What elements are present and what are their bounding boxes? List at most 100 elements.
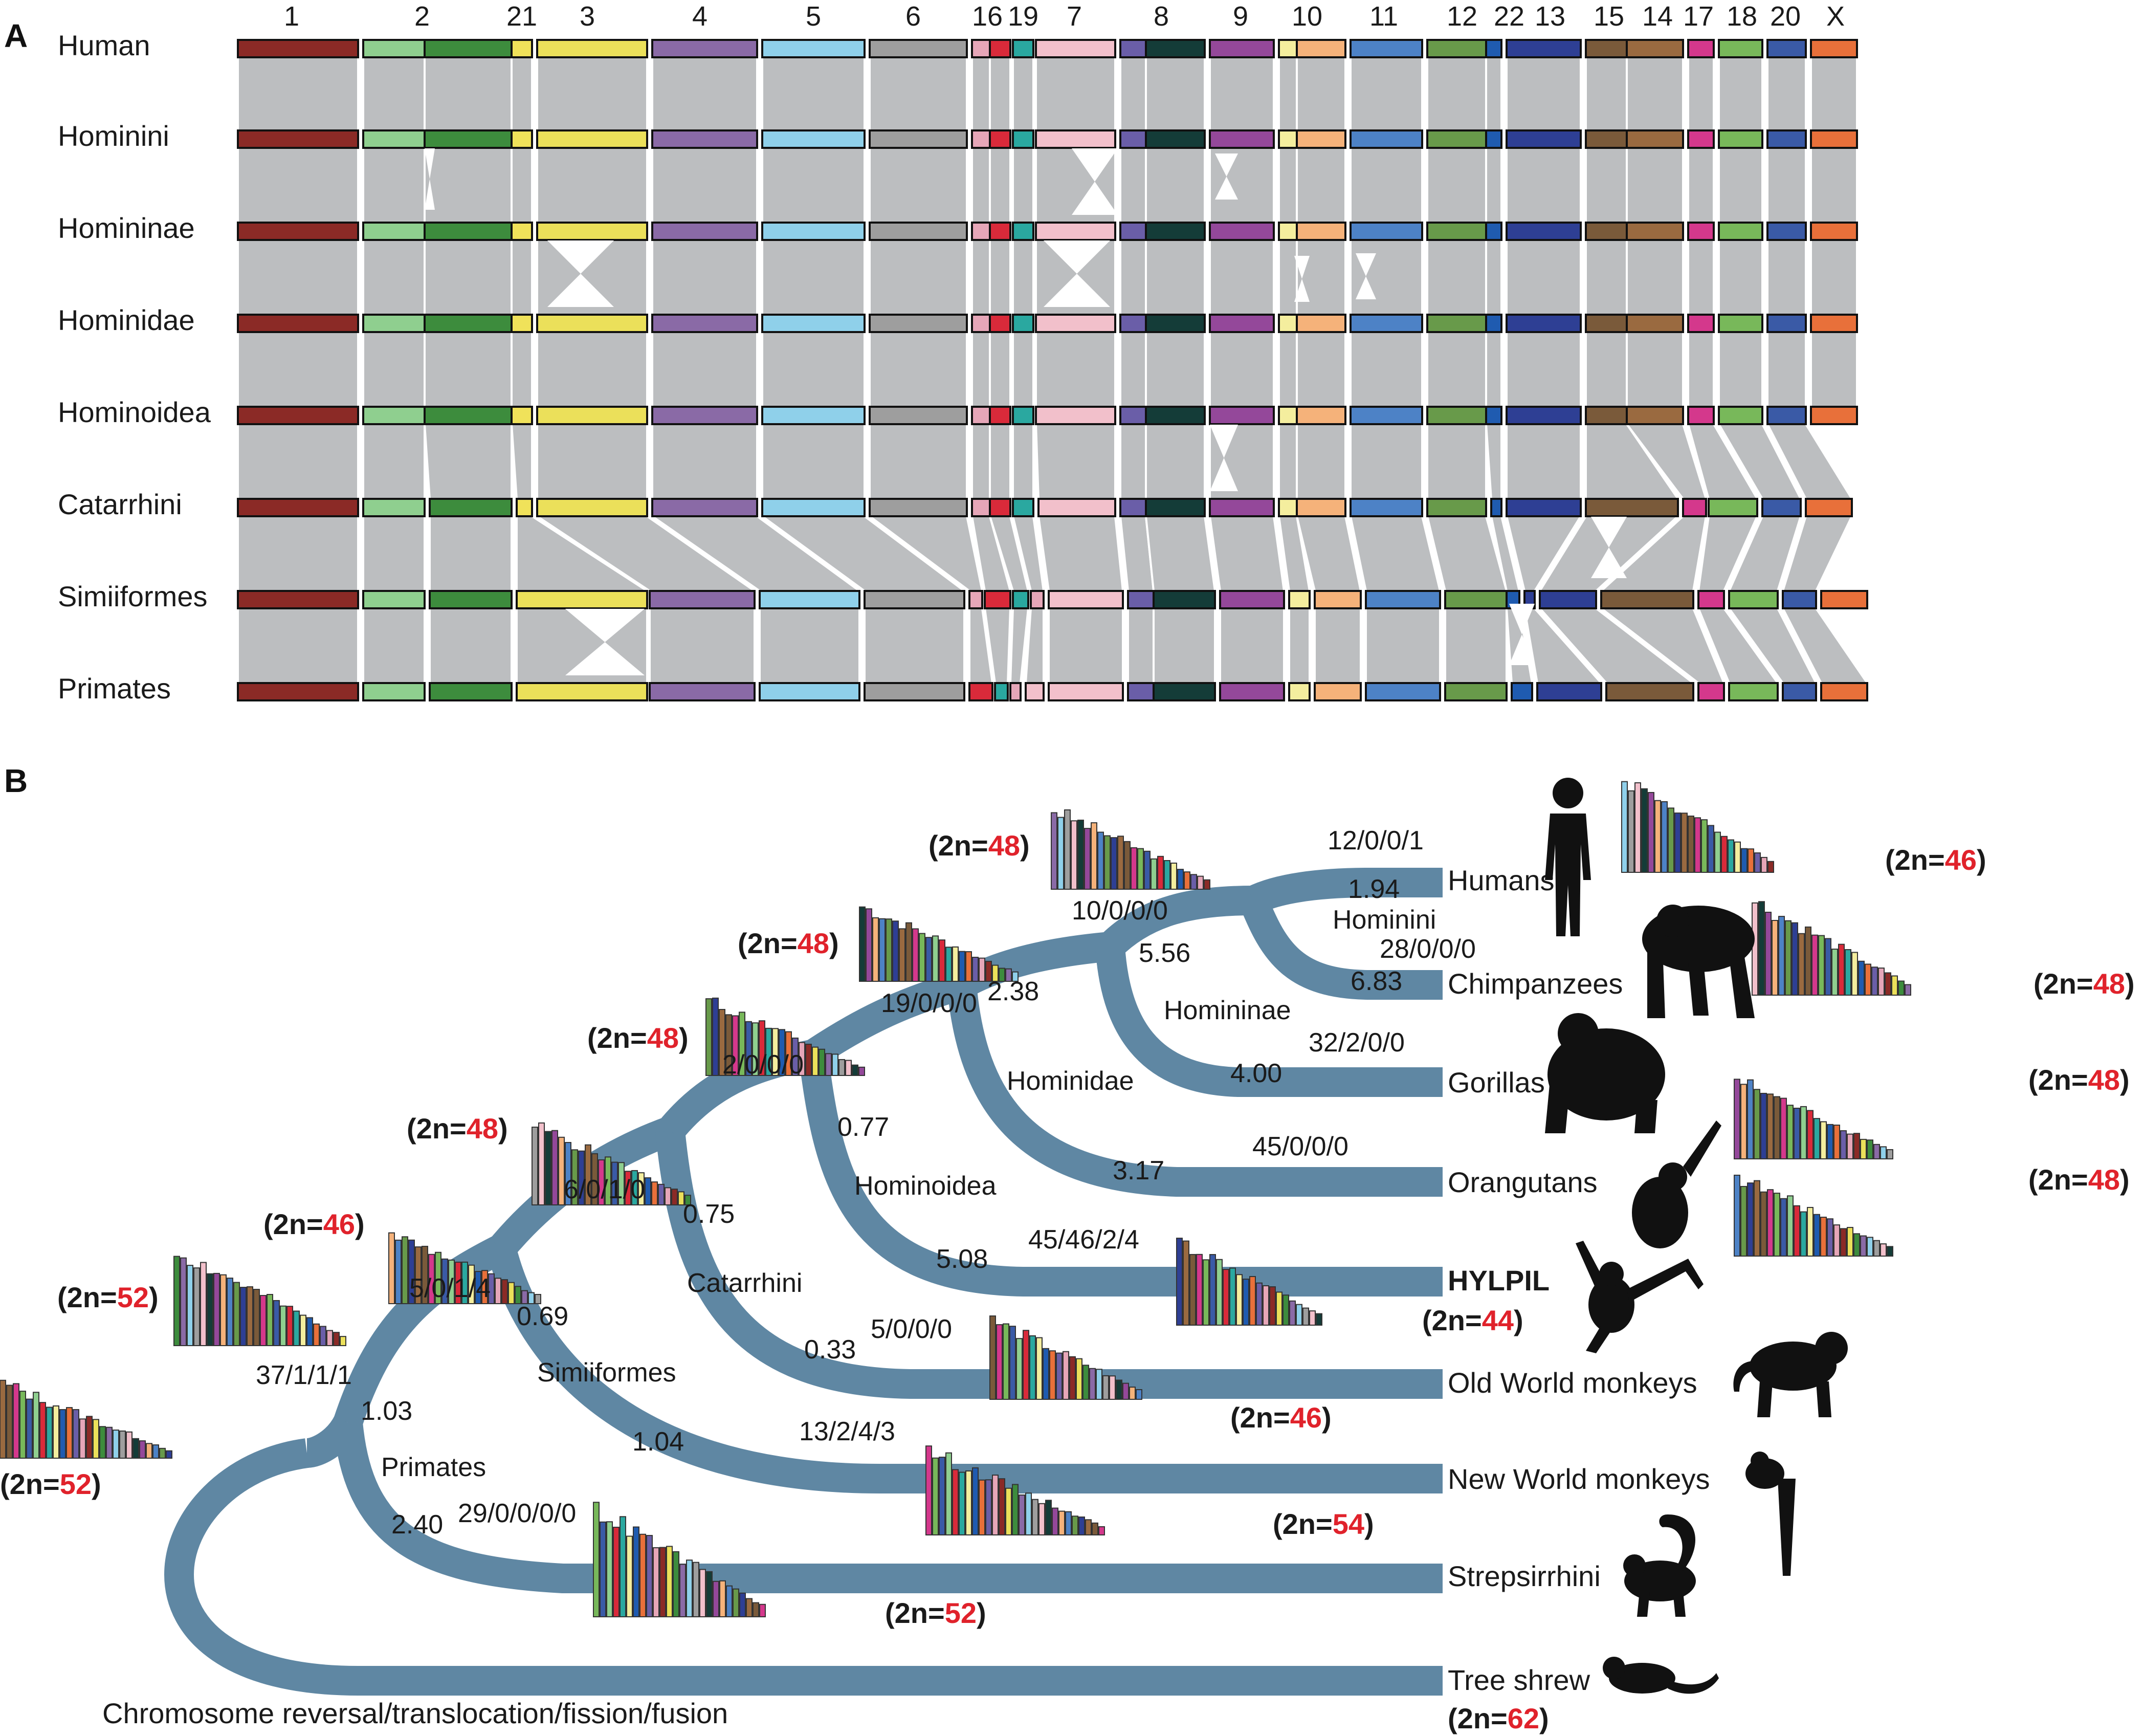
karyotype-bar: [1116, 1379, 1122, 1400]
karyotype-bar: [832, 1053, 838, 1076]
karyotype-bar: [247, 1286, 253, 1346]
ev-orangutans: 45/0/0/0: [1252, 1132, 1348, 1161]
chromosome-label: 5: [806, 1, 821, 32]
chromosome-segment: [869, 222, 968, 241]
taxon-strepsirrhini: Strepsirrhini: [1448, 1560, 1601, 1592]
karyotype-bar: [1721, 836, 1728, 873]
chromosome-segment: [1350, 129, 1423, 149]
karyotype-bar: [625, 1171, 631, 1205]
karyotype-bar: [159, 1447, 166, 1459]
karyotype-bar: [1860, 1235, 1867, 1257]
node-labels: Hominini Homininae Hominidae Hominoidea …: [381, 905, 1436, 1482]
synteny-band: [362, 515, 426, 592]
chromosome-segment: [1626, 222, 1684, 241]
karyotype-bar: [706, 1571, 713, 1618]
karyotype-bar: [1754, 1089, 1760, 1159]
karyotype-bar: [320, 1326, 326, 1347]
chromosome-segment: [1314, 682, 1362, 701]
karyotype-bar: [989, 1315, 996, 1400]
karyotype-bar: [1794, 1205, 1800, 1257]
inversion-mark: [1509, 604, 1535, 665]
synteny-band: [1506, 331, 1582, 408]
chromosome-segment: [968, 682, 993, 701]
chromosome-label: 21: [506, 1, 537, 32]
karyotype-bar: [1058, 1510, 1065, 1535]
synteny-band: [869, 331, 968, 408]
chromosome-segment: [1426, 314, 1487, 333]
chromosome-segment: [1485, 129, 1502, 149]
karyotype-bar: [979, 1479, 985, 1535]
chromosome-segment: [1810, 39, 1858, 58]
chromosome-segment: [1209, 314, 1275, 333]
karyotype-bar: [639, 1533, 646, 1617]
karyotype-bar: [1043, 1348, 1049, 1400]
karyotype-bar: [59, 1409, 66, 1459]
ev-hominini-anc: 10/0/0/0: [1072, 896, 1168, 926]
karyotype-bar: [1807, 1110, 1814, 1159]
synteny-band: [536, 147, 648, 224]
synteny-band: [424, 56, 513, 131]
karyotype-bar: [1867, 1237, 1873, 1257]
branch-strepsirrhini: [333, 1421, 1443, 1593]
karyotype-bar: [1072, 1515, 1078, 1536]
bl-homininae: 5.56: [1139, 938, 1190, 968]
karyotype-bar: [1036, 1337, 1043, 1400]
karyotype-bar: [1833, 1125, 1840, 1159]
karyotype-bar: [1144, 850, 1151, 890]
karyotype-bar: [1851, 952, 1858, 996]
synteny-band: [511, 56, 533, 131]
bl-strepsirrhini: 2.40: [391, 1510, 443, 1540]
chromosome-segment: [1766, 39, 1807, 58]
synteny-band: [511, 147, 533, 224]
karyotype-bar: [1065, 1511, 1072, 1535]
karyotype-bar: [1765, 911, 1772, 996]
chromosome-segment: [1219, 682, 1285, 701]
synteny-band: [362, 147, 426, 224]
synteny-band: [237, 239, 359, 316]
ancestral-karyotype-histograms: [0, 781, 1911, 1618]
taxon-hylpil: HYLPIL: [1448, 1264, 1550, 1296]
karyotype-bar: [79, 1418, 86, 1459]
karyotype-bar: [126, 1431, 132, 1459]
synteny-band: [362, 331, 426, 408]
karyotype-bars: [237, 39, 1868, 701]
karyotype-bar: [220, 1274, 227, 1346]
karyotype-bar: [1853, 1133, 1860, 1160]
taxon-orangutans: Orangutans: [1448, 1166, 1598, 1198]
synteny-band: [1585, 56, 1628, 131]
karyotype-bar: [200, 1262, 207, 1347]
karyotype-bar: [1302, 1307, 1309, 1326]
taxon-new-world-monkeys: New World monkeys: [1448, 1463, 1710, 1495]
karyotype-bar: [1794, 1107, 1800, 1160]
karyotype-histogram: [1734, 1174, 1893, 1257]
chromosome-segment: [1296, 222, 1346, 241]
karyotype-bar: [1216, 1259, 1223, 1326]
karyotype-bar: [719, 1580, 726, 1617]
chromosome-segment: [1585, 39, 1628, 58]
chromosome-segment: [1585, 498, 1679, 517]
synteny-band: [429, 607, 513, 684]
karyotype-bar: [1170, 862, 1177, 890]
tree-shrew-silhouette-icon: [1603, 1657, 1719, 1694]
karyotype-bar: [1865, 963, 1871, 996]
row-label: Hominidae: [58, 304, 195, 336]
karyotype-bar: [626, 1535, 633, 1617]
chromosome-segment: [1485, 406, 1502, 425]
karyotype-bar: [1057, 817, 1064, 890]
karyotype-bar: [1758, 901, 1765, 996]
karyotype-bar: [1714, 831, 1721, 873]
chromosome-label: 11: [1369, 1, 1398, 32]
karyotype-bar: [1005, 1487, 1012, 1536]
chromosome-segment: [536, 314, 648, 333]
karyotype-bar: [945, 947, 952, 982]
karyotype-bar: [1049, 1350, 1056, 1400]
chromosome-segment: [424, 406, 513, 425]
synteny-band: [651, 331, 758, 408]
ploidy-simiiformes-anc: (2n=52): [57, 1281, 159, 1313]
karyotype-bar: [501, 1279, 508, 1304]
chromosome-label: 9: [1233, 1, 1248, 32]
chromosome-segment: [1506, 222, 1582, 241]
karyotype-bar: [591, 1153, 598, 1205]
karyotype-bar: [1137, 848, 1144, 890]
branch-homininae-to-hominini: [1099, 886, 1254, 957]
